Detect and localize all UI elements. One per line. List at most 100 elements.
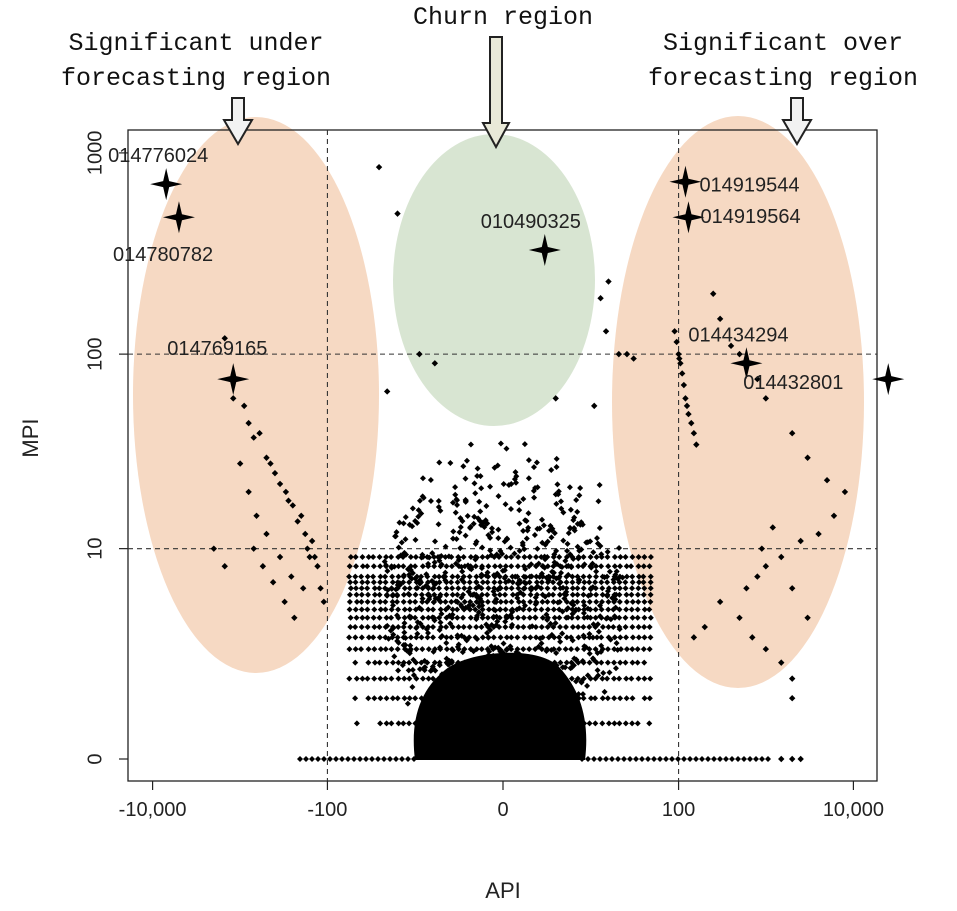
- data-point: [411, 756, 417, 762]
- data-point: [436, 614, 443, 621]
- data-point: [634, 606, 641, 613]
- data-point: [485, 695, 492, 702]
- highlight-label: 014919544: [699, 175, 799, 197]
- data-point: [556, 591, 563, 598]
- data-point: [515, 703, 522, 710]
- data-point: [406, 606, 413, 613]
- highlight-label: 014776024: [108, 145, 208, 167]
- data-point: [629, 579, 636, 586]
- data-point: [464, 671, 471, 678]
- data-point: [604, 646, 611, 653]
- data-point: [347, 554, 354, 560]
- data-point: [634, 614, 641, 621]
- data-point: [352, 563, 359, 570]
- data-point: [559, 584, 566, 591]
- data-point: [416, 577, 423, 584]
- data-point: [454, 606, 461, 613]
- data-point: [569, 624, 576, 631]
- data-point: [508, 554, 515, 560]
- data-point: [472, 687, 479, 694]
- data-point: [485, 563, 492, 570]
- data-point: [391, 653, 398, 660]
- data-point: [526, 614, 533, 621]
- data-point: [400, 572, 407, 579]
- data-point: [502, 598, 509, 605]
- data-point: [561, 591, 568, 598]
- data-point: [406, 598, 413, 605]
- data-point: [387, 756, 393, 762]
- data-point: [490, 652, 497, 659]
- y-axis: 0 10 100 1000: [84, 131, 128, 765]
- data-point: [564, 614, 571, 621]
- data-point: [358, 598, 365, 605]
- data-point: [527, 634, 534, 641]
- region-ellipse: [612, 116, 864, 688]
- data-point: [540, 522, 547, 529]
- data-point: [457, 515, 464, 522]
- data-point: [605, 563, 612, 570]
- data-point: [560, 537, 567, 544]
- data-point: [240, 402, 248, 410]
- data-point: [454, 632, 461, 639]
- highlight-star-icon: [162, 201, 195, 234]
- data-point: [509, 591, 516, 598]
- data-point: [575, 691, 582, 698]
- data-point: [681, 756, 687, 762]
- data-point: [580, 591, 587, 598]
- data-point: [769, 524, 776, 531]
- data-point: [804, 614, 811, 622]
- data-point: [383, 695, 390, 702]
- data-point: [646, 624, 653, 631]
- data-point: [452, 491, 459, 498]
- data-point: [453, 496, 460, 503]
- data-point: [382, 646, 389, 653]
- data-point: [509, 608, 516, 615]
- data-point: [418, 695, 425, 702]
- data-point: [388, 675, 395, 682]
- data-point: [371, 585, 378, 592]
- data-point: [346, 675, 353, 682]
- data-point: [438, 610, 445, 617]
- data-point: [550, 624, 557, 631]
- data-point: [693, 756, 699, 762]
- data-point: [358, 624, 365, 631]
- data-point: [488, 663, 495, 670]
- data-point: [512, 469, 519, 476]
- data-point: [676, 355, 683, 362]
- data-point: [580, 632, 587, 639]
- data-point: [394, 598, 401, 605]
- data-point: [499, 550, 506, 557]
- data-point: [415, 513, 422, 520]
- data-point: [565, 562, 572, 569]
- data-point: [568, 614, 575, 621]
- data-point: [573, 496, 580, 503]
- data-point: [321, 756, 327, 762]
- data-point: [657, 756, 663, 762]
- data-point: [539, 598, 546, 605]
- data-point: [521, 602, 528, 609]
- data-point: [646, 606, 653, 613]
- data-point: [512, 723, 519, 730]
- data-point: [365, 659, 372, 666]
- data-point: [586, 624, 593, 631]
- data-point: [646, 720, 653, 727]
- data-point: [353, 720, 360, 727]
- data-point: [285, 497, 292, 504]
- data-point: [377, 675, 384, 682]
- highlight-label: 014780782: [113, 244, 213, 266]
- data-point: [406, 659, 413, 666]
- data-point: [586, 634, 593, 641]
- data-point: [568, 675, 575, 682]
- data-point: [358, 646, 365, 653]
- data-point: [574, 614, 581, 621]
- data-point: [663, 756, 669, 762]
- data-point: [560, 509, 567, 516]
- data-point: [600, 669, 607, 676]
- data-point: [628, 563, 635, 570]
- data-point: [403, 647, 410, 654]
- data-point: [622, 659, 629, 666]
- data-point: [609, 756, 615, 762]
- data-point: [452, 686, 459, 693]
- data-point: [788, 585, 796, 592]
- data-point: [382, 579, 389, 586]
